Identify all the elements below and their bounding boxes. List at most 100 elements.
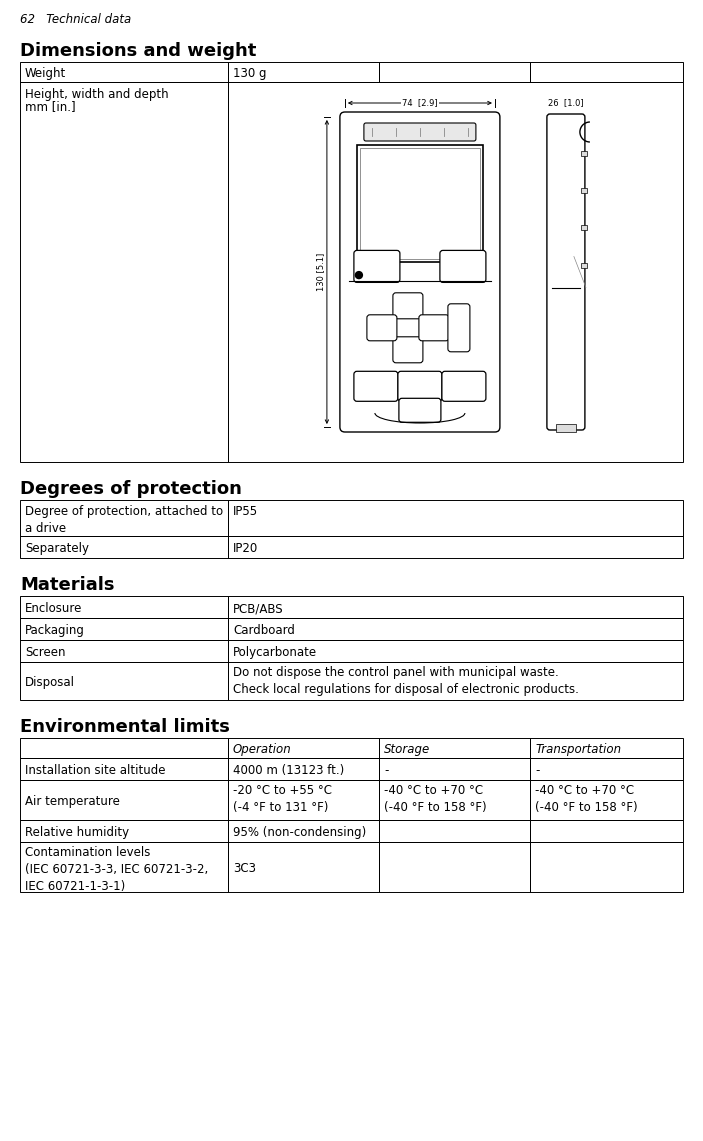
Bar	[20, 662, 228, 699]
Bar	[379, 820, 530, 842]
Text: Do not dispose the control panel with municipal waste.
Check local regulations f: Do not dispose the control panel with mu…	[233, 666, 579, 696]
Text: 95% (non-condensing): 95% (non-condensing)	[233, 826, 366, 839]
FancyBboxPatch shape	[393, 293, 423, 318]
Bar	[228, 82, 683, 462]
Text: Separately: Separately	[25, 542, 89, 555]
Text: Operation: Operation	[233, 743, 292, 756]
Bar	[20, 640, 228, 662]
Bar	[530, 842, 683, 892]
Text: IP55: IP55	[233, 505, 258, 518]
Bar	[379, 780, 530, 820]
FancyBboxPatch shape	[448, 304, 470, 351]
Circle shape	[356, 272, 363, 278]
Bar	[581, 262, 587, 268]
Text: -: -	[384, 764, 388, 777]
Bar	[228, 738, 379, 758]
Bar	[228, 662, 683, 699]
Text: Storage: Storage	[384, 743, 430, 756]
Text: Packaging: Packaging	[25, 624, 85, 637]
Bar	[228, 536, 683, 558]
FancyBboxPatch shape	[354, 250, 400, 283]
Text: Materials: Materials	[20, 576, 115, 594]
Text: Transportation: Transportation	[535, 743, 621, 756]
FancyBboxPatch shape	[419, 315, 449, 341]
Bar	[379, 738, 530, 758]
FancyBboxPatch shape	[393, 315, 423, 341]
Bar	[20, 842, 228, 892]
Text: Environmental limits: Environmental limits	[20, 718, 230, 736]
Bar	[228, 842, 379, 892]
Bar	[530, 738, 683, 758]
Bar	[360, 148, 480, 259]
Text: Disposal: Disposal	[25, 675, 75, 689]
Bar	[581, 151, 587, 156]
Bar	[20, 596, 228, 618]
Bar	[228, 758, 379, 780]
Text: Relative humidity: Relative humidity	[25, 826, 129, 839]
Text: Polycarbonate: Polycarbonate	[233, 646, 317, 659]
Bar	[581, 188, 587, 193]
Bar	[530, 820, 683, 842]
FancyBboxPatch shape	[547, 114, 585, 430]
FancyBboxPatch shape	[354, 371, 398, 402]
Bar	[228, 640, 683, 662]
Text: Height, width and depth: Height, width and depth	[25, 88, 169, 102]
Bar	[530, 758, 683, 780]
Bar	[379, 842, 530, 892]
FancyBboxPatch shape	[364, 123, 476, 141]
Text: Contamination levels
(IEC 60721-3-3, IEC 60721-3-2,
IEC 60721-1-3-1): Contamination levels (IEC 60721-3-3, IEC…	[25, 845, 208, 893]
Text: IP20: IP20	[233, 542, 258, 555]
FancyBboxPatch shape	[398, 371, 442, 402]
Bar	[530, 62, 683, 82]
Text: -40 °C to +70 °C
(-40 °F to 158 °F): -40 °C to +70 °C (-40 °F to 158 °F)	[384, 784, 486, 814]
Bar	[20, 738, 228, 758]
FancyBboxPatch shape	[393, 337, 423, 363]
Text: 3C3: 3C3	[233, 861, 256, 875]
Bar	[228, 500, 683, 536]
Text: PCB/ABS: PCB/ABS	[233, 602, 283, 615]
Text: 26  [1.0]: 26 [1.0]	[548, 98, 583, 107]
Text: 4000 m (13123 ft.): 4000 m (13123 ft.)	[233, 764, 344, 777]
Text: Screen: Screen	[25, 646, 65, 659]
Text: 130 [5.1]: 130 [5.1]	[316, 253, 325, 291]
Text: mm [in.]: mm [in.]	[25, 100, 76, 113]
Text: Cardboard: Cardboard	[233, 624, 295, 637]
Bar	[581, 226, 587, 230]
Text: Weight: Weight	[25, 67, 66, 80]
Bar	[20, 82, 228, 462]
Text: Air temperature: Air temperature	[25, 795, 120, 808]
FancyBboxPatch shape	[399, 398, 441, 422]
Text: 74  [2.9]: 74 [2.9]	[402, 98, 438, 107]
Text: Dimensions and weight: Dimensions and weight	[20, 42, 257, 60]
FancyBboxPatch shape	[442, 371, 486, 402]
Bar	[20, 62, 228, 82]
Text: -: -	[535, 764, 539, 777]
Bar	[357, 145, 483, 262]
Bar	[228, 820, 379, 842]
Bar	[20, 780, 228, 820]
Bar	[20, 618, 228, 640]
Text: Degrees of protection: Degrees of protection	[20, 480, 242, 497]
FancyBboxPatch shape	[340, 112, 500, 432]
Text: 130 g: 130 g	[233, 67, 266, 80]
Bar	[556, 424, 576, 432]
Bar	[20, 536, 228, 558]
Bar	[379, 62, 530, 82]
FancyBboxPatch shape	[440, 250, 486, 283]
Bar	[20, 758, 228, 780]
Bar	[228, 62, 379, 82]
Bar	[228, 596, 683, 618]
Text: 62   Technical data: 62 Technical data	[20, 13, 131, 26]
Text: Installation site altitude: Installation site altitude	[25, 764, 165, 777]
Bar	[530, 780, 683, 820]
Bar	[228, 780, 379, 820]
Bar	[20, 820, 228, 842]
Text: Enclosure: Enclosure	[25, 602, 82, 615]
FancyBboxPatch shape	[367, 315, 397, 341]
Text: -40 °C to +70 °C
(-40 °F to 158 °F): -40 °C to +70 °C (-40 °F to 158 °F)	[535, 784, 638, 814]
Text: Degree of protection, attached to
a drive: Degree of protection, attached to a driv…	[25, 505, 223, 535]
Bar	[379, 758, 530, 780]
Bar	[20, 500, 228, 536]
Text: -20 °C to +55 °C
(-4 °F to 131 °F): -20 °C to +55 °C (-4 °F to 131 °F)	[233, 784, 332, 814]
Bar	[228, 618, 683, 640]
